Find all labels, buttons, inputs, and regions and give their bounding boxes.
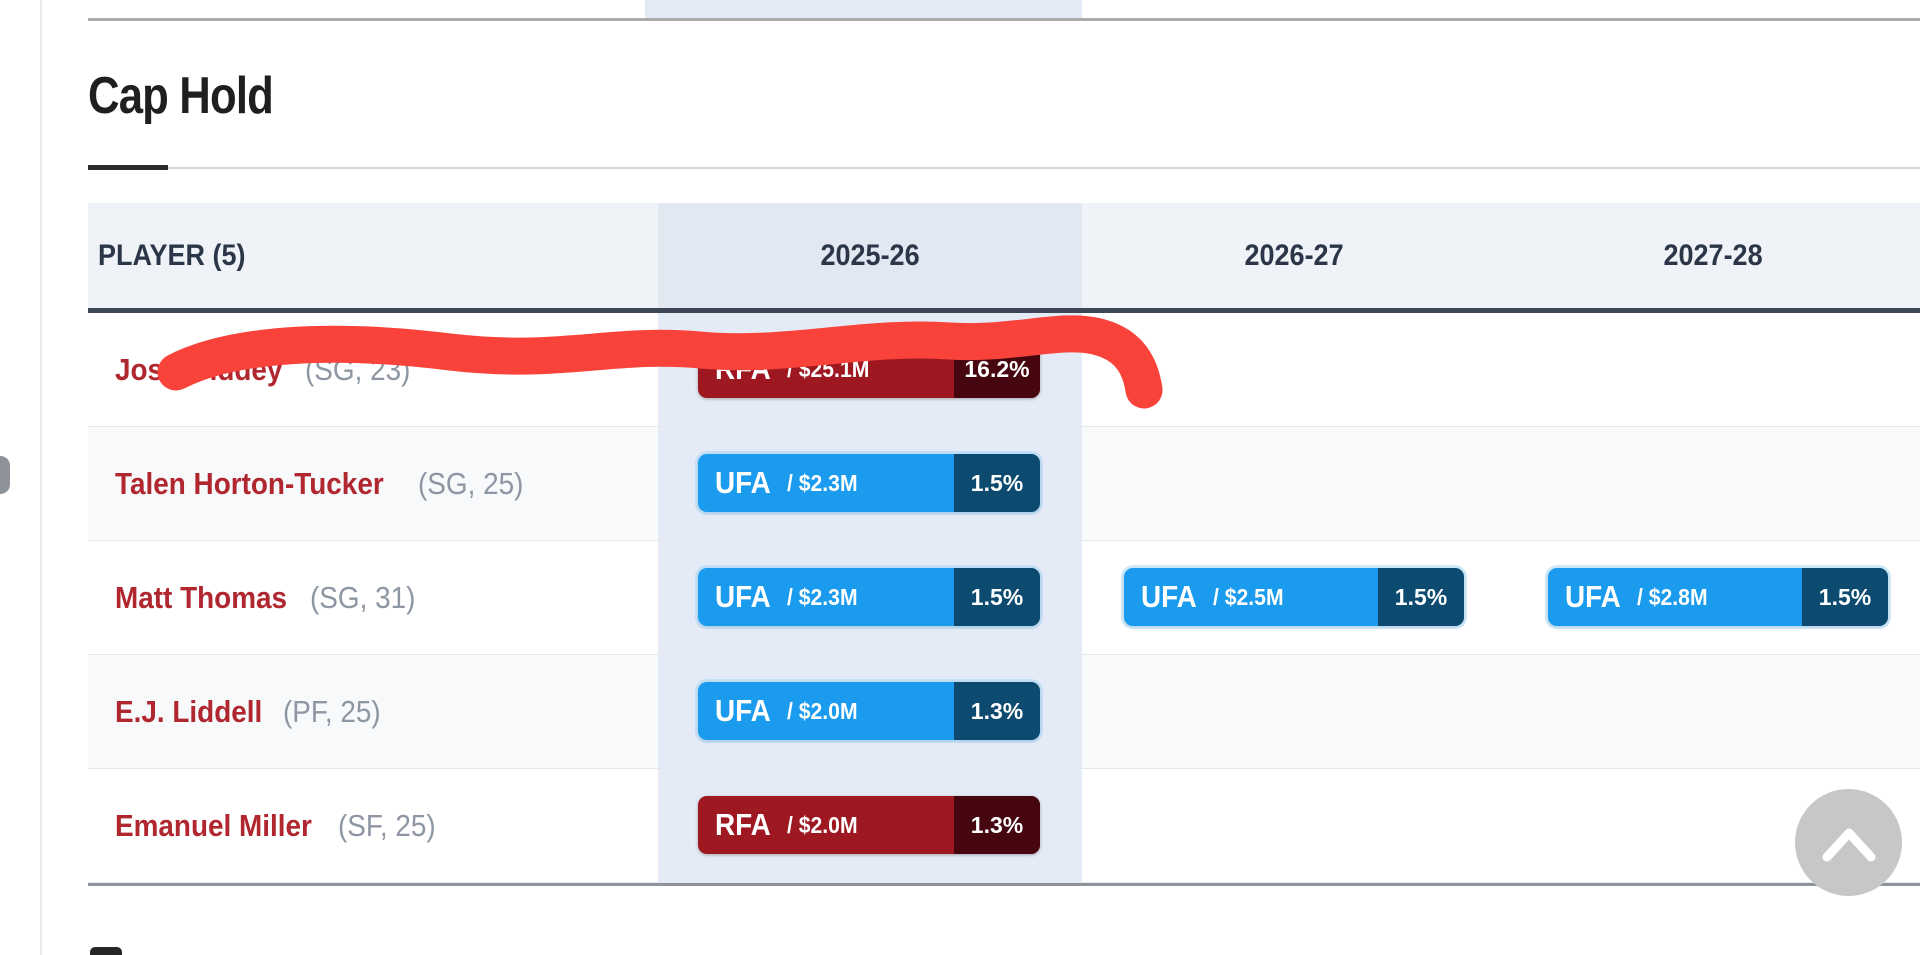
table-row-josh-giddey: Josh Giddey (SG, 23) RFA / $25.1M 16.2% bbox=[88, 313, 1920, 427]
player-position-age: (SF, 25) bbox=[337, 807, 436, 843]
badge-cap-percentage: 1.3% bbox=[954, 796, 1040, 854]
cap-hold-badge-ufa[interactable]: UFA / $2.3M 1.5% bbox=[698, 454, 1040, 512]
previous-table-highlight-remnant bbox=[645, 0, 1082, 19]
badge-amount: / $2.5M bbox=[1213, 583, 1284, 610]
table-row-ej-liddell: E.J. Liddell (PF, 25) UFA / $2.0M 1.3% bbox=[88, 655, 1920, 769]
player-name-link[interactable]: Emanuel Miller bbox=[115, 807, 312, 843]
player-name-link[interactable]: Matt Thomas bbox=[115, 579, 288, 615]
badge-main: UFA / $2.3M bbox=[698, 568, 954, 626]
chevron-up-icon bbox=[1822, 828, 1875, 861]
column-header-2026-27-label: 2026-27 bbox=[1244, 238, 1344, 272]
badge-type-label: UFA bbox=[715, 465, 771, 500]
column-header-2027-28[interactable]: 2027-28 bbox=[1506, 203, 1920, 308]
section-title: Cap Hold bbox=[88, 67, 274, 125]
badge-amount: / $2.0M bbox=[787, 697, 858, 724]
badge-cap-percentage: 1.5% bbox=[1802, 568, 1888, 626]
column-header-2026-27[interactable]: 2026-27 bbox=[1082, 203, 1506, 308]
badge-cap-percentage: 1.5% bbox=[1378, 568, 1464, 626]
table-row-matt-thomas: Matt Thomas (SG, 31) UFA / $2.3M 1.5% UF… bbox=[88, 541, 1920, 655]
column-header-player[interactable]: PLAYER (5) bbox=[88, 203, 668, 308]
cap-hold-badge-ufa[interactable]: UFA / $2.3M 1.5% bbox=[698, 568, 1040, 626]
badge-main: UFA / $2.3M bbox=[698, 454, 954, 512]
player-cell: Talen Horton-Tucker (SG, 25) bbox=[88, 427, 658, 540]
badge-type-label: RFA bbox=[715, 351, 771, 386]
column-header-player-label: PLAYER (5) bbox=[98, 238, 246, 272]
table-header-border bbox=[88, 308, 1920, 313]
cap-hold-badge-ufa[interactable]: UFA / $2.5M 1.5% bbox=[1124, 568, 1464, 626]
cap-hold-badge-rfa[interactable]: RFA / $25.1M 16.2% bbox=[698, 340, 1040, 398]
player-cell: Emanuel Miller (SF, 25) bbox=[88, 769, 658, 882]
badge-amount: / $2.3M bbox=[787, 583, 858, 610]
previous-table-bottom-border bbox=[88, 18, 1920, 21]
badge-type-label: UFA bbox=[1565, 579, 1621, 614]
badge-cap-percentage: 1.3% bbox=[954, 682, 1040, 740]
cap-hold-badge-ufa[interactable]: UFA / $2.0M 1.3% bbox=[698, 682, 1040, 740]
next-section-heading-fragment bbox=[90, 947, 122, 955]
column-header-2025-26[interactable]: 2025-26 bbox=[658, 203, 1082, 308]
badge-amount: / $2.3M bbox=[787, 469, 858, 496]
player-cell: Matt Thomas (SG, 31) bbox=[88, 541, 658, 654]
cap-hold-badge-ufa[interactable]: UFA / $2.8M 1.5% bbox=[1548, 568, 1888, 626]
player-cell: E.J. Liddell (PF, 25) bbox=[88, 655, 658, 768]
badge-amount: / $2.0M bbox=[787, 811, 858, 838]
badge-type-label: UFA bbox=[715, 693, 771, 728]
badge-main: RFA / $2.0M bbox=[698, 796, 954, 854]
table-header-row: PLAYER (5) 2025-26 2026-27 2027-28 bbox=[88, 203, 1920, 308]
player-name-link[interactable]: Talen Horton-Tucker bbox=[115, 465, 384, 501]
page-left-border bbox=[40, 0, 42, 955]
badge-amount: / $2.8M bbox=[1637, 583, 1708, 610]
player-cell: Josh Giddey (SG, 23) bbox=[88, 313, 658, 426]
badge-main: UFA / $2.8M bbox=[1548, 568, 1802, 626]
table-row-emanuel-miller: Emanuel Miller (SF, 25) RFA / $2.0M 1.3% bbox=[88, 769, 1920, 883]
player-name-link[interactable]: Josh Giddey bbox=[115, 351, 283, 387]
badge-main: RFA / $25.1M bbox=[698, 340, 954, 398]
player-position-age: (SG, 31) bbox=[310, 579, 416, 615]
badge-cap-percentage: 1.5% bbox=[954, 454, 1040, 512]
player-name-link[interactable]: E.J. Liddell bbox=[115, 693, 263, 729]
player-position-age: (PF, 25) bbox=[282, 693, 381, 729]
scroll-to-top-button[interactable] bbox=[1795, 789, 1902, 896]
heading-rule-accent bbox=[88, 165, 168, 170]
player-position-age: (SG, 23) bbox=[305, 351, 411, 387]
badge-type-label: UFA bbox=[715, 579, 771, 614]
badge-main: UFA / $2.0M bbox=[698, 682, 954, 740]
badge-main: UFA / $2.5M bbox=[1124, 568, 1378, 626]
table-bottom-border bbox=[88, 883, 1920, 886]
column-header-2025-26-label: 2025-26 bbox=[820, 238, 920, 272]
edge-pill bbox=[0, 456, 10, 494]
player-position-age: (SG, 25) bbox=[417, 465, 523, 501]
badge-amount: / $25.1M bbox=[787, 355, 870, 382]
cap-hold-table: PLAYER (5) 2025-26 2026-27 2027-28 Josh … bbox=[88, 203, 1920, 886]
table-row-talen-horton-tucker: Talen Horton-Tucker (SG, 25) UFA / $2.3M… bbox=[88, 427, 1920, 541]
badge-cap-percentage: 16.2% bbox=[954, 340, 1040, 398]
badge-cap-percentage: 1.5% bbox=[954, 568, 1040, 626]
heading-rule bbox=[88, 167, 1920, 169]
badge-type-label: UFA bbox=[1141, 579, 1197, 614]
highlighted-column-header-bg bbox=[658, 203, 1082, 308]
cap-hold-badge-rfa[interactable]: RFA / $2.0M 1.3% bbox=[698, 796, 1040, 854]
column-header-2027-28-label: 2027-28 bbox=[1663, 238, 1763, 272]
badge-type-label: RFA bbox=[715, 807, 771, 842]
